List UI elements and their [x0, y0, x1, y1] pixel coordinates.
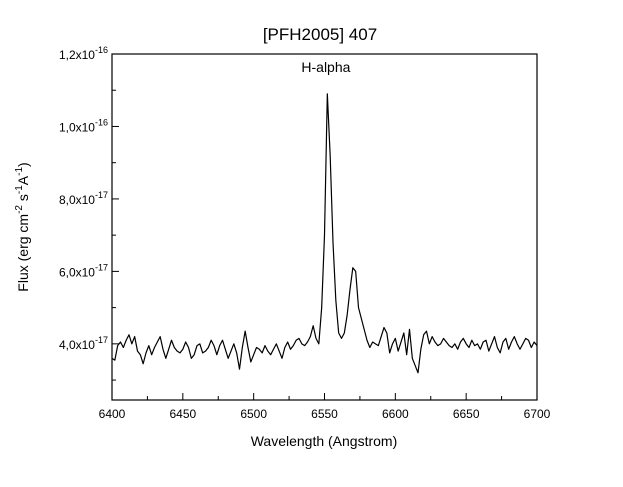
series-layer: [111, 93, 538, 374]
x-axis: 6400 6450 6500 6550 6600 6650 6700: [99, 393, 551, 421]
y-tick-label: 1,0x10-16: [59, 117, 108, 134]
x-tick-label: 6700: [524, 407, 551, 421]
x-tick-label: 6650: [453, 407, 480, 421]
spectrum-line: [111, 93, 538, 374]
annotation-layer: H-alpha: [301, 59, 350, 75]
y-axis: 4,0x10-17 6,0x10-17 8,0x10-17 1,0x10-16 1,2x…: [59, 45, 119, 381]
x-tick-label: 6550: [311, 407, 338, 421]
y-tick-label: 1,2x10-16: [59, 45, 108, 62]
y-tick-label: 8,0x10-17: [59, 190, 108, 207]
chart-title: [PFH2005] 407: [263, 25, 377, 44]
y-axis-title: Flux (erg cm-2 s-1A-1): [14, 162, 31, 291]
x-tick-label: 6450: [169, 407, 196, 421]
x-tick-label: 6600: [382, 407, 409, 421]
y-tick-label: 4,0x10-17: [59, 335, 108, 352]
x-tick-label: 6500: [240, 407, 267, 421]
x-tick-label: 6400: [99, 407, 126, 421]
x-axis-title: Wavelength (Angstrom): [251, 433, 398, 449]
h-alpha-annotation: H-alpha: [301, 59, 350, 75]
y-tick-label: 6,0x10-17: [59, 262, 108, 279]
